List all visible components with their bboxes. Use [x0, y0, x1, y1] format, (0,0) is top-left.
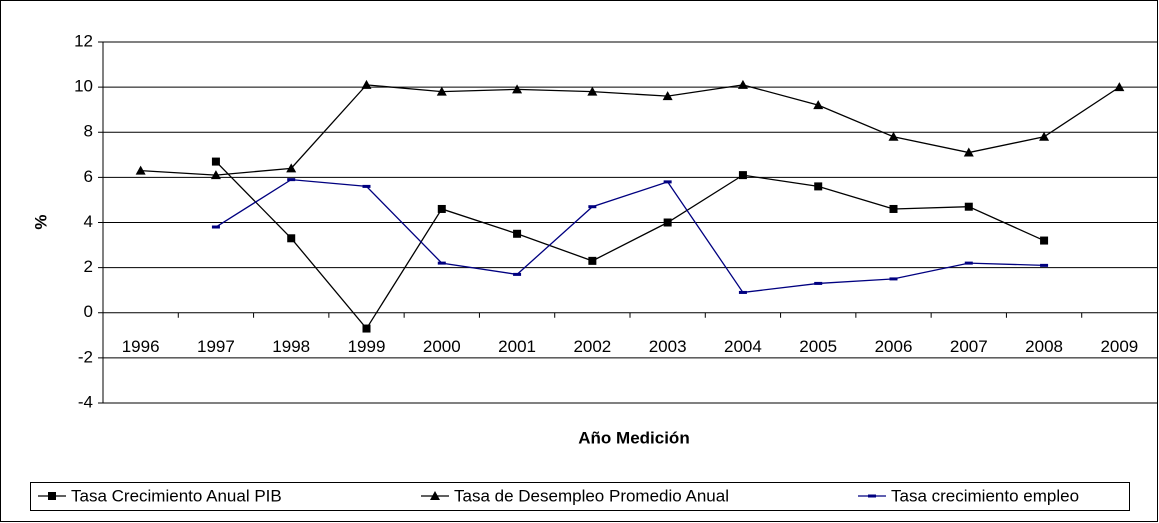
data-point — [889, 277, 898, 281]
y-tick-label: 2 — [84, 257, 93, 276]
x-tick-label: 2007 — [950, 337, 988, 356]
data-point — [1040, 236, 1049, 245]
data-point — [211, 157, 220, 166]
data-point — [588, 205, 597, 209]
data-point — [211, 225, 220, 229]
x-tick-label: 1997 — [197, 337, 235, 356]
data-point — [587, 86, 598, 96]
y-axis-title: % — [31, 214, 50, 229]
data-point — [964, 202, 973, 211]
data-point — [663, 180, 672, 184]
data-point — [1040, 263, 1049, 267]
data-point — [287, 234, 296, 243]
data-point — [814, 281, 823, 285]
data-point — [1114, 82, 1125, 92]
series-line — [215, 161, 1045, 330]
data-point — [436, 86, 447, 96]
y-tick-label: -4 — [78, 392, 93, 411]
data-point — [135, 165, 146, 175]
data-point — [964, 261, 973, 265]
x-tick-label: 2003 — [649, 337, 687, 356]
data-point — [362, 184, 371, 188]
data-point — [210, 170, 221, 180]
data-point — [889, 204, 898, 213]
data-point — [362, 324, 371, 333]
x-tick-label: 2002 — [573, 337, 611, 356]
data-point — [813, 100, 824, 110]
series-line — [215, 178, 1045, 294]
x-tick-label: 1999 — [348, 337, 386, 356]
legend-marker — [48, 492, 56, 500]
y-tick-label: -2 — [78, 347, 93, 366]
data-point — [1039, 131, 1050, 141]
legend-label: Tasa crecimiento empleo — [891, 486, 1079, 505]
x-tick-label: 2004 — [724, 337, 762, 356]
x-tick-label: 2009 — [1100, 337, 1138, 356]
x-tick-label: 2008 — [1025, 337, 1063, 356]
data-point — [437, 261, 446, 265]
y-tick-label: 12 — [74, 31, 93, 50]
data-point — [361, 79, 372, 89]
x-tick-label: 2000 — [423, 337, 461, 356]
y-tick-label: 0 — [84, 302, 93, 321]
data-point — [588, 256, 597, 265]
y-tick-label: 8 — [84, 122, 93, 141]
y-tick-label: 10 — [74, 77, 93, 96]
data-point — [662, 91, 673, 101]
data-point — [888, 131, 899, 141]
x-tick-label: 2005 — [799, 337, 837, 356]
x-tick-label: 2001 — [498, 337, 536, 356]
data-point — [512, 84, 523, 94]
legend-label: Tasa Crecimiento Anual PIB — [71, 486, 282, 505]
series-line — [140, 84, 1120, 176]
data-point — [738, 290, 747, 294]
legend-marker — [430, 491, 440, 500]
x-tick-label: 1998 — [272, 337, 310, 356]
data-point — [963, 147, 974, 157]
legend-box — [30, 482, 1130, 511]
x-tick-label: 2006 — [875, 337, 913, 356]
y-tick-label: 6 — [84, 167, 93, 186]
data-point — [738, 171, 747, 180]
data-point — [437, 204, 446, 213]
x-axis-title: Año Medición — [578, 428, 689, 447]
data-point — [814, 182, 823, 191]
data-point — [663, 218, 672, 227]
legend-marker — [868, 494, 876, 498]
data-point — [286, 163, 297, 173]
data-point — [513, 272, 522, 276]
data-point — [737, 79, 748, 89]
data-point — [513, 229, 522, 238]
x-tick-label: 1996 — [122, 337, 160, 356]
y-tick-label: 4 — [84, 212, 93, 231]
legend-label: Tasa de Desempleo Promedio Anual — [454, 486, 729, 505]
data-point — [287, 178, 296, 182]
